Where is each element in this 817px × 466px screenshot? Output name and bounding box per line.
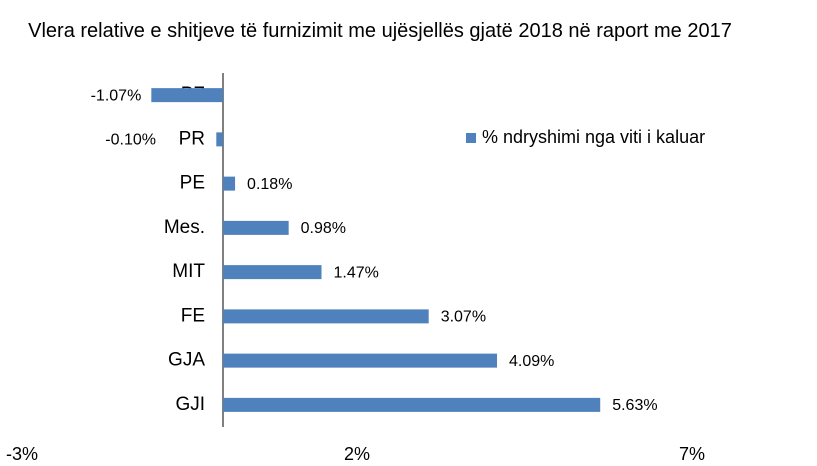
bar: [223, 176, 236, 191]
x-tick-label: 7%: [679, 444, 705, 464]
bar: [223, 397, 601, 412]
y-tick-label: GJI: [175, 394, 205, 415]
y-tick-label: GJA: [168, 350, 205, 371]
y-tick-label: PE: [180, 173, 205, 194]
bar: [151, 88, 223, 103]
bar: [223, 353, 498, 368]
data-label: 0.18%: [247, 176, 292, 193]
data-label: -1.07%: [91, 87, 142, 104]
data-label: 3.07%: [441, 309, 486, 326]
x-tick-label: 2%: [344, 444, 370, 464]
bar: [223, 220, 289, 235]
chart-title: Vlera relative e shitjeve të furnizimit …: [28, 20, 732, 42]
legend-swatch: [466, 133, 476, 143]
bar: [223, 265, 322, 280]
y-tick-label: FE: [181, 305, 205, 326]
data-label: 0.98%: [301, 220, 346, 237]
y-tick-label: Mes.: [164, 217, 205, 238]
x-tick-label: -3%: [6, 444, 38, 464]
y-tick-label: PR: [179, 128, 205, 149]
data-label: 1.47%: [333, 264, 378, 281]
legend-label: % ndryshimi nga viti i kaluar: [482, 127, 705, 147]
data-label: 5.63%: [612, 397, 657, 414]
y-tick-label: MIT: [172, 261, 205, 282]
bar: [223, 309, 429, 324]
bar: [216, 132, 223, 147]
data-label: -0.10%: [105, 132, 156, 149]
data-label: 4.09%: [509, 353, 554, 370]
